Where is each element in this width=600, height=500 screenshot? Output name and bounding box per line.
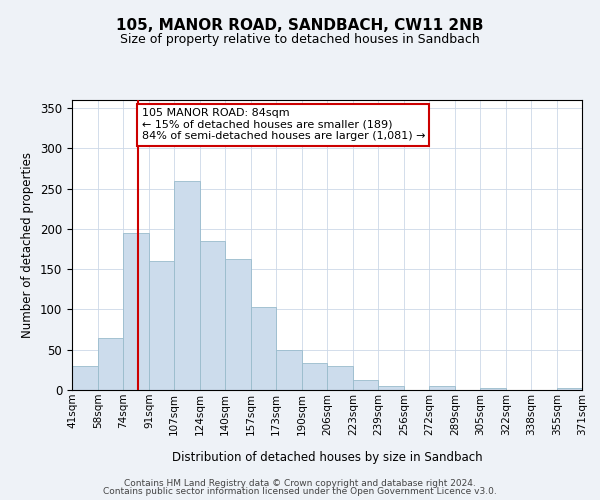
Text: Contains public sector information licensed under the Open Government Licence v3: Contains public sector information licen… xyxy=(103,487,497,496)
Text: Distribution of detached houses by size in Sandbach: Distribution of detached houses by size … xyxy=(172,451,482,464)
Bar xyxy=(429,386,455,390)
Bar xyxy=(123,233,149,390)
Bar xyxy=(353,380,378,390)
Bar xyxy=(225,258,251,390)
Text: Contains HM Land Registry data © Crown copyright and database right 2024.: Contains HM Land Registry data © Crown c… xyxy=(124,478,476,488)
Bar xyxy=(378,386,404,390)
Bar xyxy=(251,307,276,390)
Bar xyxy=(72,366,98,390)
Bar xyxy=(200,241,225,390)
Bar xyxy=(149,261,174,390)
Text: 105 MANOR ROAD: 84sqm
← 15% of detached houses are smaller (189)
84% of semi-det: 105 MANOR ROAD: 84sqm ← 15% of detached … xyxy=(142,108,425,142)
Bar xyxy=(557,388,582,390)
Text: 105, MANOR ROAD, SANDBACH, CW11 2NB: 105, MANOR ROAD, SANDBACH, CW11 2NB xyxy=(116,18,484,32)
Bar xyxy=(174,180,200,390)
Bar xyxy=(276,350,302,390)
Bar xyxy=(480,388,506,390)
Bar xyxy=(327,366,353,390)
Bar xyxy=(98,338,123,390)
Text: Size of property relative to detached houses in Sandbach: Size of property relative to detached ho… xyxy=(120,32,480,46)
Bar xyxy=(302,364,327,390)
Y-axis label: Number of detached properties: Number of detached properties xyxy=(22,152,34,338)
